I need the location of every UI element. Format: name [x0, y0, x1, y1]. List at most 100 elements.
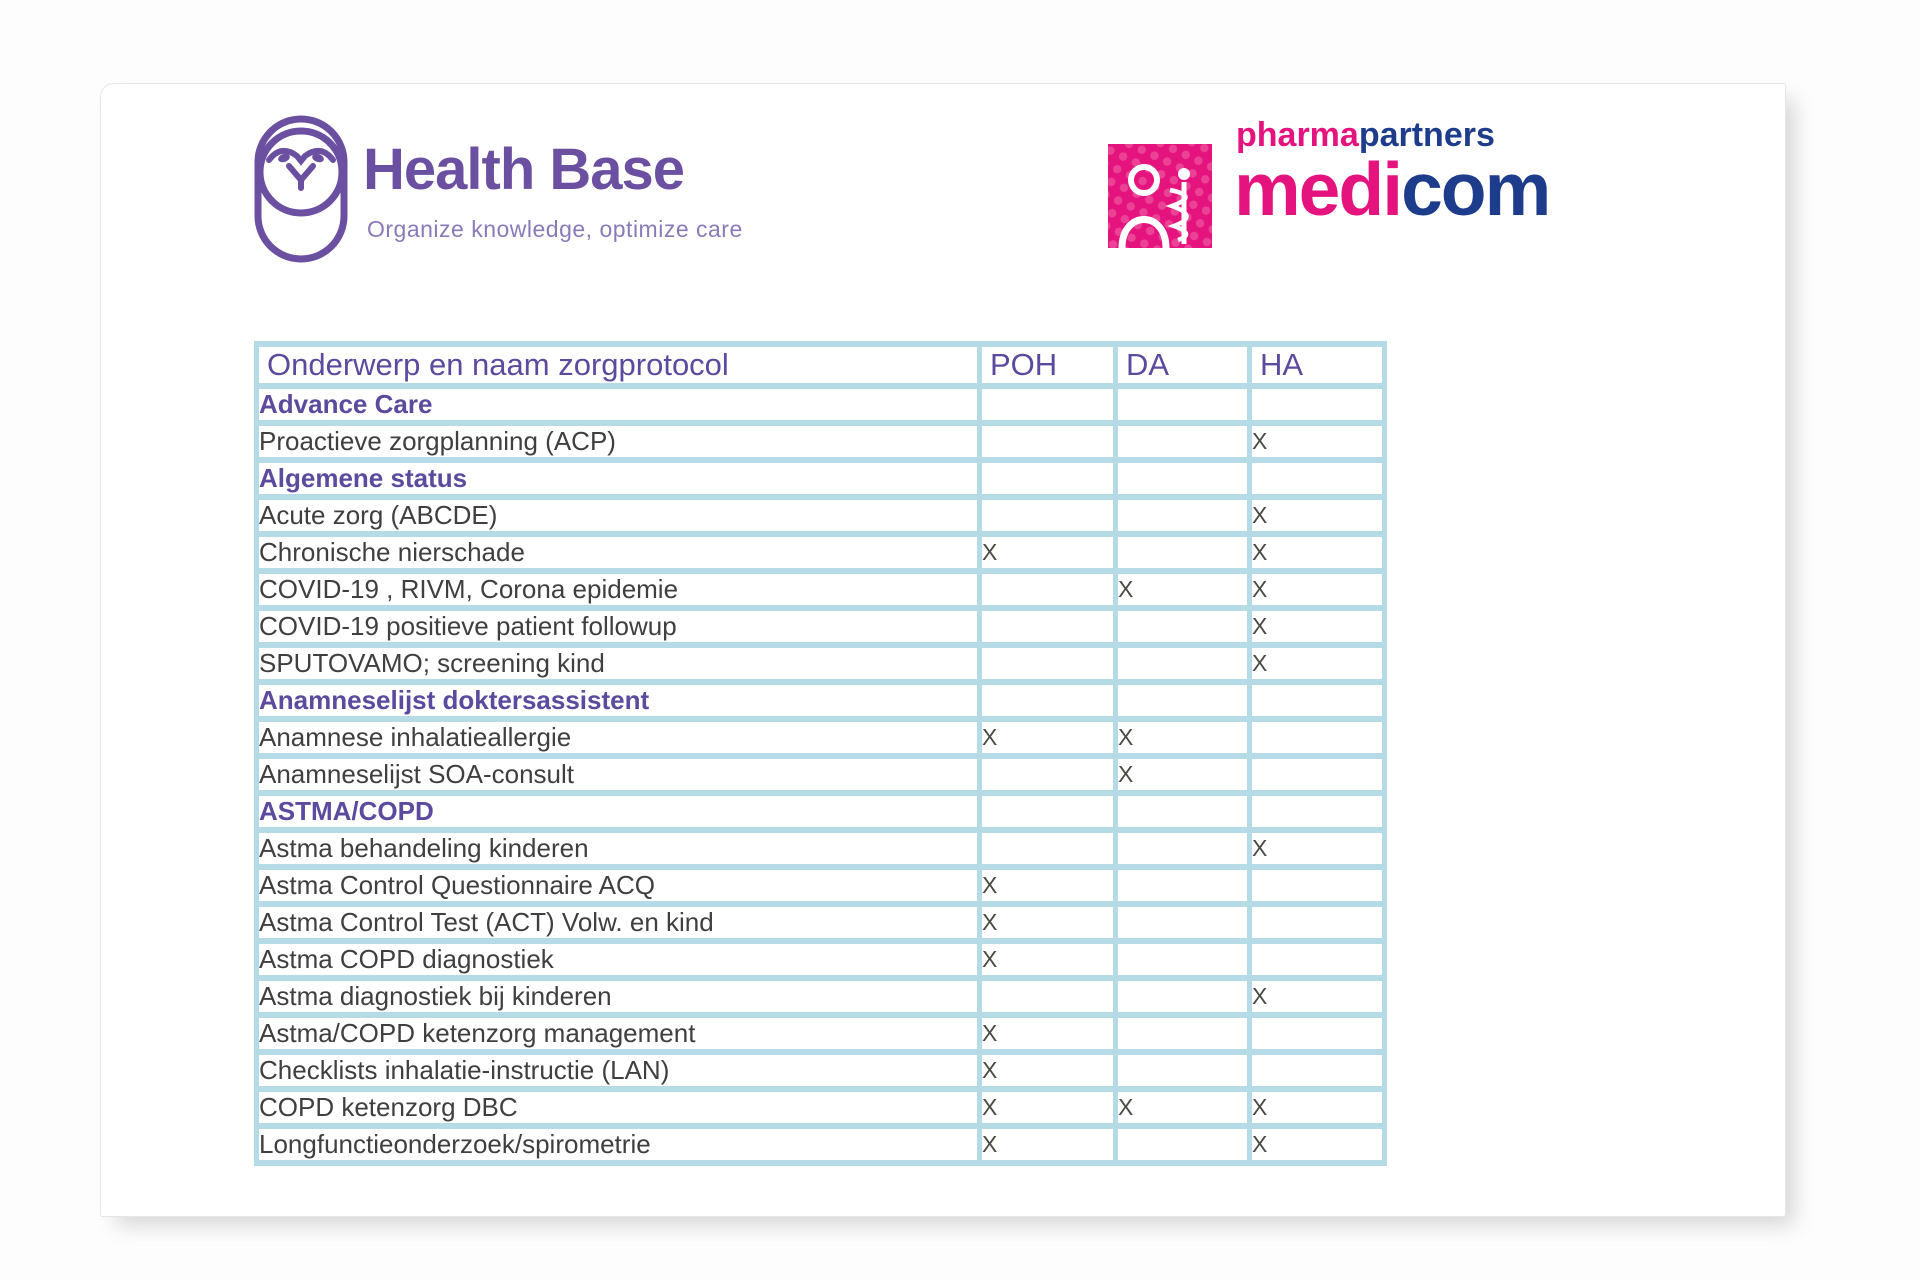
table-row: Anamneselijst SOA-consult X — [254, 753, 1387, 796]
da-cell — [1113, 457, 1252, 500]
poh-cell: X — [977, 864, 1118, 907]
da-cell — [1113, 1049, 1252, 1092]
protocol-label: COVID-19 , RIVM, Corona epidemie — [254, 568, 982, 611]
da-cell: X — [1113, 1086, 1252, 1129]
da-cell — [1113, 901, 1252, 944]
column-header-da: DA — [1113, 341, 1252, 389]
da-cell — [1113, 605, 1252, 648]
table-row: Acute zorg (ABCDE) X — [254, 494, 1387, 537]
medi-text: medi — [1234, 147, 1403, 231]
poh-cell — [977, 827, 1118, 870]
ha-cell — [1247, 901, 1387, 944]
ha-cell: X — [1247, 494, 1387, 537]
medicom-icon — [1108, 144, 1212, 248]
poh-cell — [977, 975, 1118, 1018]
protocol-label: COPD ketenzorg DBC — [254, 1086, 982, 1129]
protocol-label: Anamneselijst doktersassistent — [254, 679, 982, 722]
column-header-ha: HA — [1247, 341, 1387, 389]
protocol-label: SPUTOVAMO; screening kind — [254, 642, 982, 685]
category-row: Algemene status — [254, 457, 1387, 500]
da-cell: X — [1113, 568, 1252, 611]
ha-cell — [1247, 790, 1387, 833]
poh-cell — [977, 568, 1118, 611]
column-header-onderwerp: Onderwerp en naam zorgprotocol — [254, 341, 982, 389]
poh-cell — [977, 753, 1118, 796]
health-base-wordmark: Health Base — [363, 137, 685, 202]
poh-cell: X — [977, 531, 1118, 574]
da-cell — [1113, 531, 1252, 574]
poh-cell — [977, 605, 1118, 648]
table-row: Astma Control Test (ACT) Volw. en kind X — [254, 901, 1387, 944]
ha-cell: X — [1247, 420, 1387, 463]
protocol-label: ASTMA/COPD — [254, 790, 982, 833]
category-row: ASTMA/COPD — [254, 790, 1387, 833]
protocol-label: Algemene status — [254, 457, 982, 500]
poh-cell: X — [977, 901, 1118, 944]
da-cell — [1113, 790, 1252, 833]
poh-cell — [977, 420, 1118, 463]
protocol-label: Astma diagnostiek bij kinderen — [254, 975, 982, 1018]
ha-cell — [1247, 1012, 1387, 1055]
protocol-label: Astma COPD diagnostiek — [254, 938, 982, 981]
table-row: SPUTOVAMO; screening kind X — [254, 642, 1387, 685]
table-row: COVID-19 positieve patient followup X — [254, 605, 1387, 648]
table-row: Checklists inhalatie-instructie (LAN) X — [254, 1049, 1387, 1092]
protocol-label: Checklists inhalatie-instructie (LAN) — [254, 1049, 982, 1092]
column-header-poh: POH — [977, 341, 1118, 389]
poh-cell — [977, 457, 1118, 500]
poh-cell — [977, 790, 1118, 833]
com-text: com — [1401, 147, 1551, 231]
table-row: COVID-19 , RIVM, Corona epidemie X X — [254, 568, 1387, 611]
ha-cell: X — [1247, 1086, 1387, 1129]
da-cell — [1113, 383, 1252, 426]
protocol-label: Astma/COPD ketenzorg management — [254, 1012, 982, 1055]
medicom-wordmark: medicom — [1234, 146, 1551, 232]
poh-cell — [977, 642, 1118, 685]
poh-cell: X — [977, 1049, 1118, 1092]
ha-cell — [1247, 938, 1387, 981]
da-cell — [1113, 1012, 1252, 1055]
protocol-label: Anamneselijst SOA-consult — [254, 753, 982, 796]
protocol-label: Anamnese inhalatieallergie — [254, 716, 982, 759]
table-row: Anamnese inhalatieallergie X X — [254, 716, 1387, 759]
health-base-owl-icon — [254, 115, 348, 263]
poh-cell: X — [977, 1012, 1118, 1055]
table-row: Astma Control Questionnaire ACQ X — [254, 864, 1387, 907]
da-cell — [1113, 420, 1252, 463]
protocol-label: Astma Control Test (ACT) Volw. en kind — [254, 901, 982, 944]
table-row: Astma diagnostiek bij kinderen X — [254, 975, 1387, 1018]
pharmapartners-wordmark: pharmapartners — [1236, 116, 1495, 155]
document-page: Health Base Organize knowledge, optimize… — [100, 83, 1786, 1217]
da-cell: X — [1113, 753, 1252, 796]
ha-cell — [1247, 864, 1387, 907]
ha-cell — [1247, 679, 1387, 722]
table-row: Chronische nierschade X X — [254, 531, 1387, 574]
da-cell — [1113, 1123, 1252, 1166]
protocol-label: Proactieve zorgplanning (ACP) — [254, 420, 982, 463]
ha-cell — [1247, 457, 1387, 500]
category-row: Anamneselijst doktersassistent — [254, 679, 1387, 722]
ha-cell — [1247, 1049, 1387, 1092]
ha-cell: X — [1247, 568, 1387, 611]
poh-cell — [977, 679, 1118, 722]
table-row: Proactieve zorgplanning (ACP) X — [254, 420, 1387, 463]
ha-cell: X — [1247, 605, 1387, 648]
protocol-label: Acute zorg (ABCDE) — [254, 494, 982, 537]
protocol-label: Astma behandeling kinderen — [254, 827, 982, 870]
poh-cell: X — [977, 1086, 1118, 1129]
table-row: Astma COPD diagnostiek X — [254, 938, 1387, 981]
protocol-label: Astma Control Questionnaire ACQ — [254, 864, 982, 907]
ha-cell: X — [1247, 1123, 1387, 1166]
poh-cell — [977, 494, 1118, 537]
ha-cell: X — [1247, 975, 1387, 1018]
da-cell: X — [1113, 716, 1252, 759]
zorgprotocol-table: Onderwerp en naam zorgprotocol POH DA HA… — [254, 341, 1387, 1166]
ha-cell: X — [1247, 531, 1387, 574]
da-cell — [1113, 679, 1252, 722]
ha-cell: X — [1247, 642, 1387, 685]
protocol-label: COVID-19 positieve patient followup — [254, 605, 982, 648]
ha-cell — [1247, 753, 1387, 796]
health-base-tagline: Organize knowledge, optimize care — [367, 216, 743, 242]
ha-cell — [1247, 716, 1387, 759]
ha-cell — [1247, 383, 1387, 426]
